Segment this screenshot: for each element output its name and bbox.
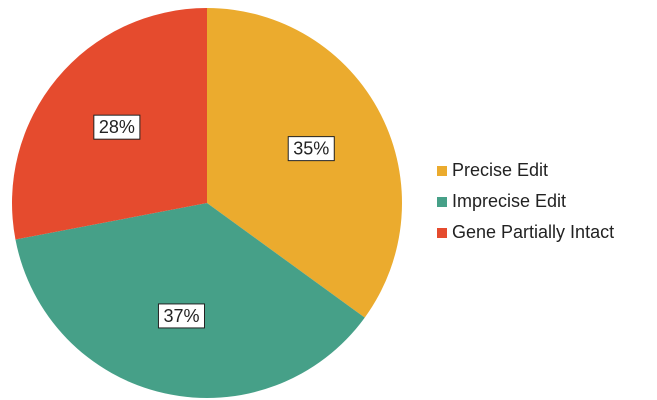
data-label: 37% (163, 306, 199, 326)
legend-label: Imprecise Edit (452, 191, 566, 211)
legend-marker (437, 197, 447, 207)
legend-marker (437, 228, 447, 238)
data-label: 35% (293, 139, 329, 159)
pie-slice (15, 203, 365, 399)
data-label: 28% (99, 117, 135, 137)
pie-slice (207, 8, 402, 318)
data-label-box (157, 303, 205, 329)
legend-marker (437, 166, 447, 176)
data-label-box (93, 114, 141, 140)
legend-label: Gene Partially Intact (452, 222, 614, 242)
data-label-box (287, 136, 335, 162)
legend-label: Precise Edit (452, 160, 548, 180)
